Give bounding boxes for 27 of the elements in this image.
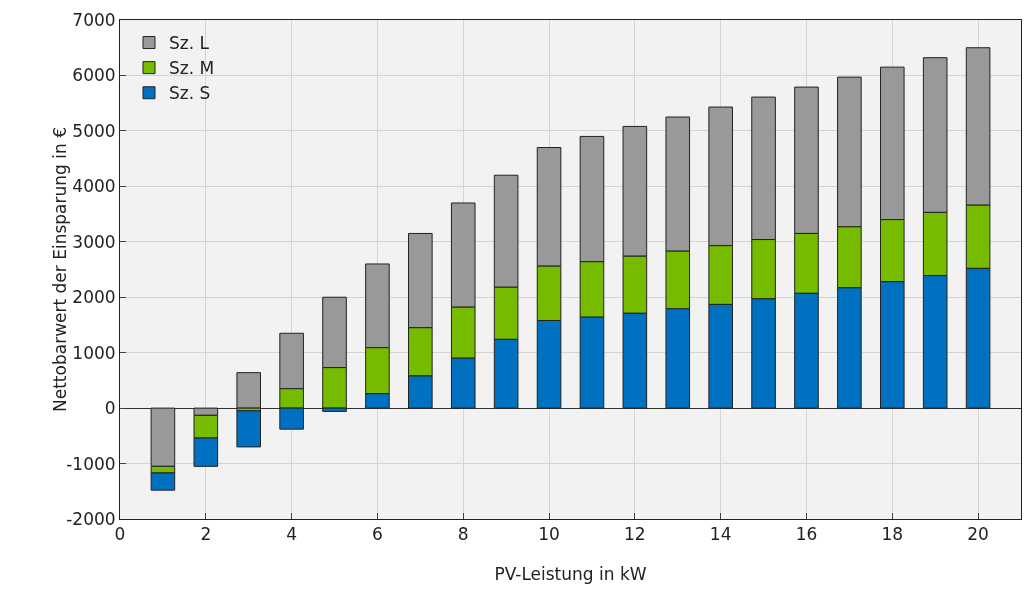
legend-label: Sz. L [169, 33, 210, 54]
x-tick-label: 2 [200, 524, 212, 545]
y-tick-label: 2000 [72, 287, 116, 308]
x-tick-label: 8 [457, 524, 469, 545]
bar [236, 410, 262, 448]
y-tick-label: 4000 [72, 176, 116, 197]
legend-label: Sz. M [169, 58, 215, 79]
y-tick-label: 1000 [72, 342, 116, 363]
x-tick-label: 14 [709, 524, 732, 545]
x-tick-label: 4 [286, 524, 298, 545]
x-tick-label: 12 [624, 524, 646, 545]
y-tick-label: 0 [104, 398, 116, 419]
y-tick-label: -1000 [66, 453, 116, 474]
y-tick-label: 3000 [72, 231, 116, 252]
y-tick-label: 7000 [72, 9, 116, 30]
y-tick-label: 5000 [72, 120, 116, 141]
x-tick-label: 16 [795, 524, 818, 545]
bar [236, 372, 262, 409]
x-tick-label: 20 [967, 524, 989, 545]
x-tick-label: 18 [881, 524, 904, 545]
legend-label: Sz. S [169, 83, 211, 104]
y-axis-title: Nettobarwert der Einsparung in € [50, 127, 71, 412]
x-tick-label: 10 [538, 524, 560, 545]
x-tick-label: 6 [372, 524, 383, 545]
x-axis-title: PV-Leistung in kW [494, 564, 647, 584]
y-tick-label: -2000 [66, 508, 116, 529]
y-tick-label: 6000 [72, 65, 116, 86]
